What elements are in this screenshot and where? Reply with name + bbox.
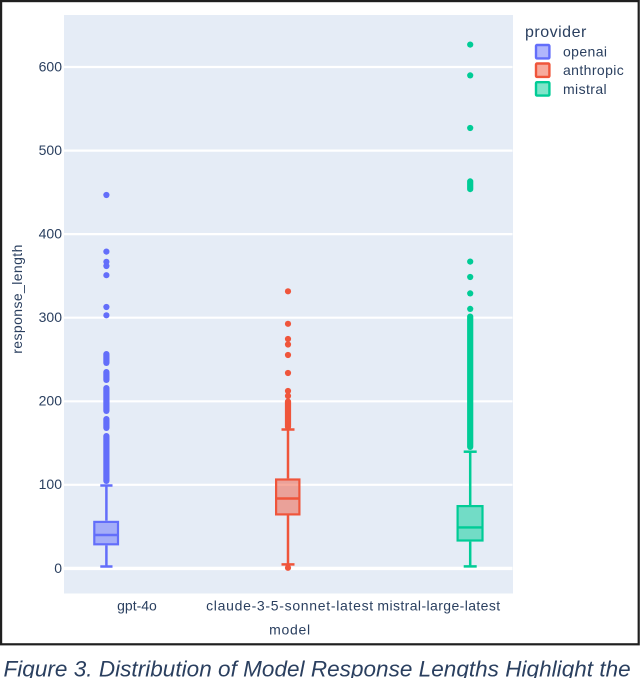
svg-text:gpt-4o: gpt-4o bbox=[117, 598, 157, 614]
svg-text:anthropic: anthropic bbox=[563, 62, 624, 78]
svg-text:model: model bbox=[269, 622, 311, 638]
svg-text:mistral-large-latest: mistral-large-latest bbox=[377, 598, 500, 614]
svg-text:provider: provider bbox=[525, 24, 587, 41]
svg-text:openai: openai bbox=[563, 44, 607, 60]
svg-text:claude-3-5-sonnet-latest: claude-3-5-sonnet-latest bbox=[206, 598, 374, 614]
svg-text:0: 0 bbox=[54, 560, 62, 576]
svg-text:200: 200 bbox=[39, 393, 63, 409]
svg-text:100: 100 bbox=[39, 476, 63, 492]
svg-text:500: 500 bbox=[39, 142, 63, 158]
svg-text:400: 400 bbox=[39, 226, 63, 242]
svg-text:600: 600 bbox=[39, 58, 63, 74]
svg-text:Figure 3. Distribution of Mode: Figure 3. Distribution of Model Response… bbox=[4, 657, 631, 678]
svg-text:response_length: response_length bbox=[9, 244, 25, 354]
svg-text:mistral: mistral bbox=[563, 81, 607, 97]
svg-text:300: 300 bbox=[39, 309, 63, 325]
